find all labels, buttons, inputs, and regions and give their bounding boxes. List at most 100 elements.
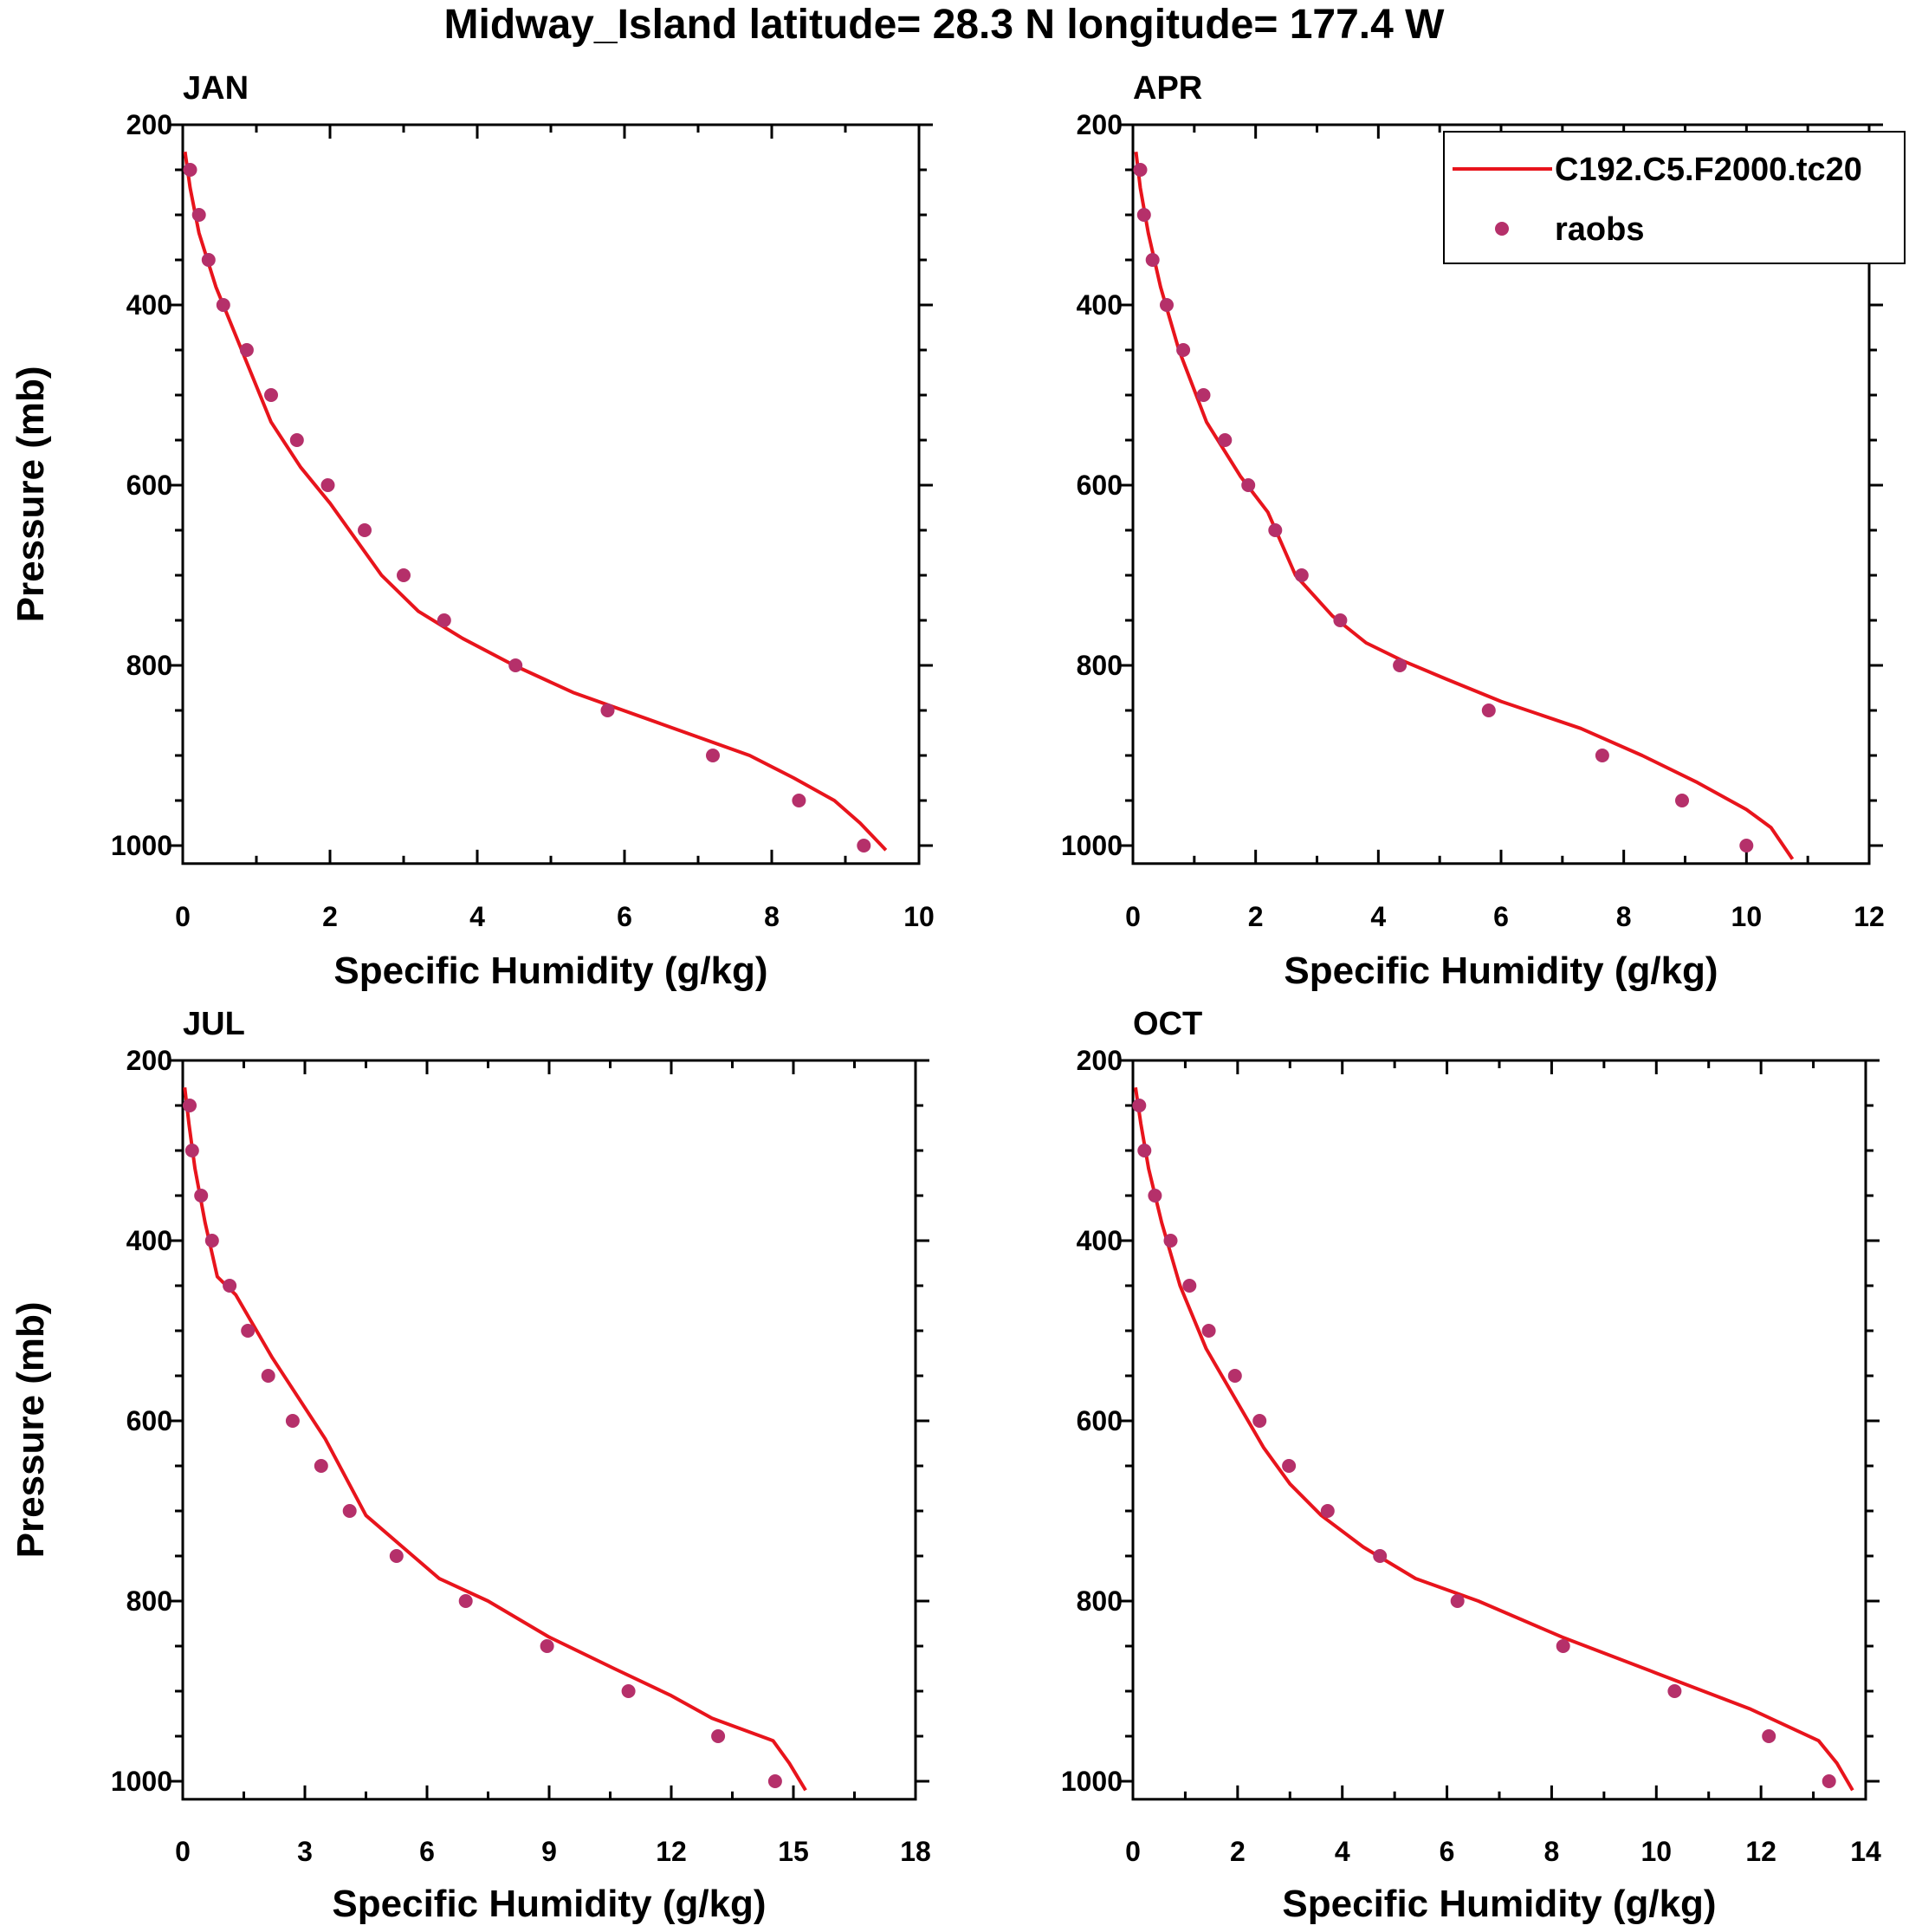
y-tick-label: 200 <box>126 1045 172 1076</box>
raobs-point <box>241 1324 256 1338</box>
y-tick-label: 200 <box>126 109 172 140</box>
x-tick-label: 3 <box>297 1836 313 1867</box>
raobs-point <box>767 1774 782 1788</box>
raobs-point <box>1822 1774 1836 1788</box>
raobs-point <box>194 1189 209 1203</box>
raobs-point <box>1481 703 1496 717</box>
panel-apr: APR 0 2 4 6 8 10 12 200 400 600 800 1000 Specific Hum… <box>1061 70 1885 992</box>
raobs-point <box>204 1234 219 1248</box>
y-tick-label: 1000 <box>1061 1766 1123 1797</box>
raobs-point <box>389 1549 404 1563</box>
x-axis-label: Specific Humidity (g/kg) <box>332 1883 766 1925</box>
raobs-point <box>857 839 871 853</box>
raobs-point <box>261 1369 275 1383</box>
raobs-point <box>508 658 523 672</box>
raobs-point <box>711 1729 726 1743</box>
raobs-point <box>1241 478 1256 492</box>
legend-box <box>1443 131 1906 264</box>
panel-title: JAN <box>183 70 249 107</box>
raobs-point <box>264 388 278 402</box>
x-tick-label: 6 <box>1440 1836 1455 1867</box>
raobs-point <box>1176 343 1191 357</box>
y-tick-label: 600 <box>126 1405 172 1436</box>
x-tick-label: 2 <box>1230 1836 1246 1867</box>
x-tick-label: 9 <box>541 1836 557 1867</box>
raobs-point <box>1137 1144 1152 1157</box>
x-tick-label: 18 <box>900 1836 931 1867</box>
raobs-point <box>289 433 304 447</box>
raobs-point <box>792 794 806 807</box>
raobs-point <box>1762 1729 1776 1743</box>
y-tick-label: 1000 <box>111 830 172 861</box>
x-tick-label: 12 <box>1854 901 1885 932</box>
raobs-point <box>1145 253 1160 267</box>
y-tick-label: 600 <box>1077 1405 1123 1436</box>
y-tick-label: 800 <box>1077 650 1123 681</box>
raobs-point <box>1163 1234 1178 1248</box>
raobs-point <box>540 1639 554 1653</box>
panel-title: APR <box>1133 70 1202 107</box>
x-tick-label: 8 <box>1544 1836 1560 1867</box>
plot-frame <box>181 123 921 866</box>
x-tick-label: 10 <box>1640 1836 1672 1867</box>
raobs-point <box>1675 794 1689 807</box>
model-profile-line <box>183 151 888 852</box>
plot-frame <box>181 1059 917 1801</box>
raobs-point <box>1595 749 1609 762</box>
raobs-point <box>239 343 254 357</box>
raobs-point <box>1294 568 1309 582</box>
raobs-point <box>1333 613 1348 627</box>
raobs-point <box>397 568 411 582</box>
raobs-point <box>1196 388 1211 402</box>
raobs-point <box>320 478 335 492</box>
x-axis-label: Specific Humidity (g/kg) <box>333 950 767 992</box>
x-tick-label: 0 <box>175 1836 191 1867</box>
panel-oct: OCT 0 2 4 6 8 10 12 14 200 400 600 800 1000 Specific H… <box>1061 1006 1881 1925</box>
x-tick-label: 0 <box>1125 901 1141 932</box>
y-tick-label: 400 <box>1077 289 1123 321</box>
raobs-point <box>1373 1549 1388 1563</box>
raobs-point <box>600 703 615 717</box>
raobs-point <box>358 523 372 537</box>
raobs-point <box>437 613 451 627</box>
x-tick-label: 2 <box>1248 901 1264 932</box>
x-tick-label: 4 <box>1370 901 1386 932</box>
raobs-point <box>314 1459 328 1473</box>
figure-title: Midway_Island latitude= 28.3 N longitude… <box>444 2 1446 48</box>
raobs-point <box>1320 1504 1335 1518</box>
panel-title: JUL <box>183 1006 245 1042</box>
x-tick-label: 2 <box>322 901 338 932</box>
y-tick-label: 400 <box>126 1225 172 1256</box>
raobs-point <box>458 1594 473 1608</box>
x-tick-label: 0 <box>1125 1836 1141 1867</box>
raobs-point <box>1227 1369 1242 1383</box>
raobs-point <box>342 1504 357 1518</box>
x-tick-label: 4 <box>1335 1836 1350 1867</box>
raobs-point <box>1268 523 1283 537</box>
x-tick-label: 15 <box>778 1836 809 1867</box>
y-tick-label: 400 <box>1077 1225 1123 1256</box>
x-tick-label: 14 <box>1850 1836 1881 1867</box>
raobs-point <box>183 163 197 177</box>
raobs-point <box>1133 163 1148 177</box>
panel-title: OCT <box>1133 1006 1202 1042</box>
raobs-point <box>1252 1414 1267 1428</box>
y-tick-label: 600 <box>126 470 172 501</box>
y-tick-label: 1000 <box>1061 830 1123 861</box>
raobs-point <box>223 1279 237 1293</box>
x-tick-label: 8 <box>764 901 780 932</box>
raobs-point <box>216 298 230 312</box>
raobs-point <box>1393 658 1407 672</box>
raobs-point <box>1667 1684 1682 1698</box>
y-tick-label: 200 <box>1077 109 1123 140</box>
x-tick-label: 8 <box>1616 901 1632 932</box>
raobs-point <box>1182 1279 1197 1293</box>
raobs-point <box>1218 433 1233 447</box>
y-axis-label: Pressure (mb) <box>10 366 52 622</box>
panel-jul: JUL 0 3 6 9 12 15 18 200 400 600 800 1000 Specific Hu… <box>10 1006 931 1925</box>
model-profile-line <box>183 1086 807 1792</box>
y-tick-label: 800 <box>1077 1585 1123 1617</box>
raobs-point <box>1132 1099 1147 1112</box>
raobs-point <box>201 253 216 267</box>
